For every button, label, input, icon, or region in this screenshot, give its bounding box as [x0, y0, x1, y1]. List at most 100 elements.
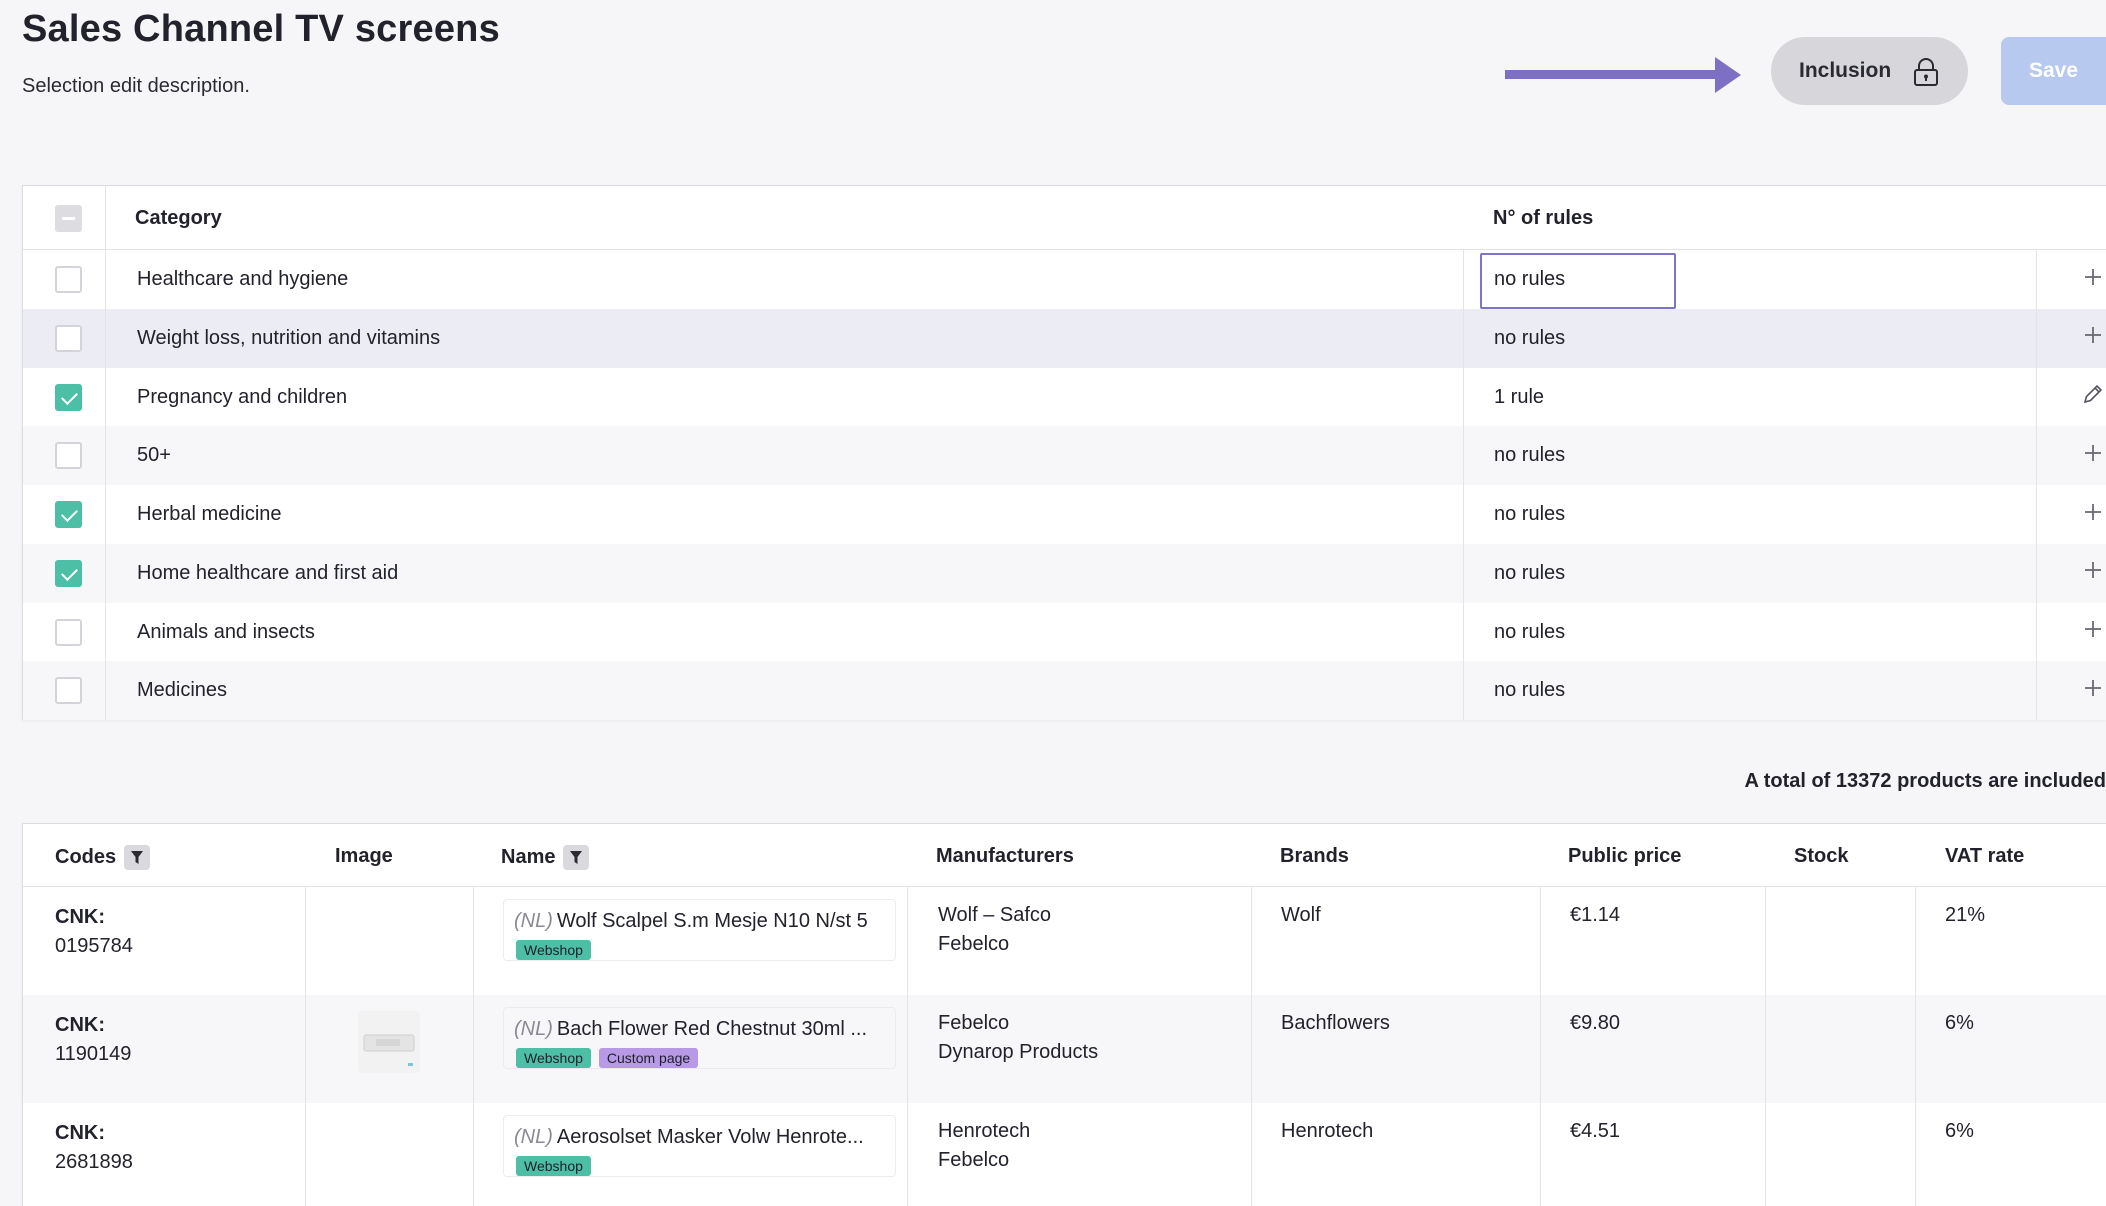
webshop-tag: Webshop: [516, 1156, 591, 1176]
product-image: [358, 1011, 420, 1073]
edit-rule-button[interactable]: [2078, 382, 2106, 412]
save-button[interactable]: Save: [2001, 37, 2106, 105]
category-checkbox[interactable]: [55, 501, 82, 528]
product-table-header: Codes Image Name Manufacturers Brands Pu…: [23, 824, 2106, 887]
add-rule-button[interactable]: [2078, 675, 2106, 705]
cnk-label: CNK:: [55, 1122, 105, 1144]
category-row[interactable]: Herbal medicine no rules: [23, 485, 2106, 544]
codes-filter-icon[interactable]: [124, 845, 151, 870]
product-table: Codes Image Name Manufacturers Brands Pu…: [22, 823, 2106, 1206]
manufacturer: Henrotech: [938, 1120, 1031, 1142]
cnk-code: 2681898: [55, 1151, 133, 1173]
category-checkbox[interactable]: [55, 618, 82, 646]
manufacturer: Febelco: [938, 1149, 1010, 1171]
category-checkbox[interactable]: [55, 677, 82, 705]
product-name-card[interactable]: (NL) Wolf Scalpel S.m Mesje N10 N/st 5 Web…: [503, 899, 896, 961]
add-rule-button[interactable]: [2078, 323, 2106, 353]
plus-icon: [2084, 268, 2102, 291]
category-row[interactable]: 50+ no rules: [23, 426, 2106, 485]
column-header-image: Image: [335, 845, 393, 867]
plus-icon: [2084, 326, 2102, 349]
category-rule-count: no rules: [1494, 326, 1566, 349]
page-title: Sales Channel TV screens: [22, 8, 500, 50]
arrow-right-icon: [1505, 57, 1741, 93]
pencil-icon: [2082, 383, 2104, 410]
plus-icon: [2084, 561, 2102, 584]
category-name: Herbal medicine: [137, 503, 282, 525]
name-filter-icon[interactable]: [563, 845, 590, 870]
product-name-card[interactable]: (NL) Aerosolset Masker Volw Henrote... Web…: [503, 1115, 896, 1177]
category-checkbox[interactable]: [55, 559, 82, 587]
category-name: Animals and insects: [137, 620, 315, 643]
cnk-label: CNK:: [55, 906, 105, 928]
total-products-text: A total of 13372 products are included: [1744, 770, 2106, 792]
product-name-card[interactable]: (NL) Bach Flower Red Chestnut 30ml ... Web…: [503, 1007, 896, 1069]
vat-rate: 21%: [1945, 904, 1986, 926]
rules-focus-outline: [1480, 253, 1676, 309]
select-all-checkbox[interactable]: [55, 205, 82, 232]
add-rule-button[interactable]: [2078, 617, 2106, 647]
brand: Henrotech: [1281, 1120, 1374, 1142]
category-row[interactable]: Medicines no rules: [23, 661, 2106, 720]
column-header-vat-rate: VAT rate: [1945, 845, 2025, 867]
category-name: Healthcare and hygiene: [137, 268, 349, 290]
column-header-category: Category: [135, 207, 222, 229]
category-rule-count: no rules: [1494, 620, 1566, 643]
manufacturer: Febelco: [938, 1012, 1010, 1034]
column-header-public-price: Public price: [1568, 845, 1682, 867]
category-rule-count: no rules: [1494, 268, 1566, 290]
page-description: Selection edit description.: [22, 75, 250, 97]
language-code: (NL): [514, 1126, 553, 1148]
public-price: €1.14: [1570, 904, 1621, 926]
column-header-rules: N° of rules: [1493, 207, 1594, 229]
column-header-codes: Codes: [55, 845, 151, 870]
category-name: Weight loss, nutrition and vitamins: [137, 326, 441, 349]
brand: Wolf: [1281, 904, 1321, 926]
add-rule-button[interactable]: [2078, 499, 2106, 529]
vat-rate: 6%: [1945, 1012, 1974, 1034]
product-name: Aerosolset Masker Volw Henrote...: [556, 1126, 864, 1148]
plus-icon: [2084, 444, 2102, 467]
column-header-stock: Stock: [1794, 845, 1849, 867]
add-rule-button[interactable]: [2078, 558, 2106, 588]
cnk-code: 0195784: [55, 935, 133, 957]
category-row[interactable]: Animals and insects no rules: [23, 602, 2106, 662]
manufacturer: Febelco: [938, 933, 1010, 955]
add-rule-button[interactable]: [2078, 440, 2106, 470]
inclusion-label: Inclusion: [1799, 59, 1892, 82]
category-row[interactable]: Weight loss, nutrition and vitamins no ru…: [23, 308, 2106, 368]
category-name: 50+: [137, 444, 171, 467]
product-row[interactable]: CNK: 0195784 (NL) Wolf Scalpel S.m Mesje N1…: [23, 887, 2106, 995]
public-price: €4.51: [1570, 1120, 1621, 1142]
category-row[interactable]: Healthcare and hygiene no rules: [23, 250, 2106, 309]
manufacturer: Dynarop Products: [938, 1041, 1099, 1063]
category-table: Category N° of rules Healthcare and hygi…: [22, 185, 2106, 720]
webshop-tag: Webshop: [516, 1048, 591, 1068]
language-code: (NL): [514, 910, 553, 932]
plus-icon: [2084, 679, 2102, 702]
column-header-name: Name: [501, 845, 590, 870]
plus-icon: [2084, 620, 2102, 643]
category-rule-count: 1 rule: [1494, 385, 1545, 408]
product-row[interactable]: CNK: 1190149 (NL) Bach Flower Red Chestnut …: [23, 995, 2106, 1103]
category-row[interactable]: Pregnancy and children 1 rule: [23, 367, 2106, 427]
plus-icon: [2084, 503, 2102, 526]
category-name: Medicines: [137, 679, 228, 702]
cnk-code: 1190149: [55, 1043, 132, 1065]
category-checkbox[interactable]: [55, 383, 82, 411]
category-checkbox[interactable]: [55, 324, 82, 352]
category-checkbox[interactable]: [55, 266, 82, 293]
add-rule-button[interactable]: [2078, 264, 2106, 294]
product-row[interactable]: CNK: 2681898 (NL) Aerosolset Masker Volw He…: [23, 1103, 2106, 1206]
category-checkbox[interactable]: [55, 442, 82, 470]
custom-page-tag: Custom page: [598, 1048, 699, 1068]
brand: Bachflowers: [1281, 1012, 1390, 1034]
category-name: Pregnancy and children: [137, 385, 348, 408]
manufacturer: Wolf – Safco: [938, 904, 1052, 926]
category-table-header: Category N° of rules: [23, 186, 2106, 250]
inclusion-button[interactable]: Inclusion: [1771, 37, 1968, 105]
category-rule-count: no rules: [1494, 679, 1566, 702]
webshop-tag: Webshop: [516, 940, 591, 960]
category-rule-count: no rules: [1494, 444, 1566, 467]
category-row[interactable]: Home healthcare and first aid no rules: [23, 543, 2106, 603]
